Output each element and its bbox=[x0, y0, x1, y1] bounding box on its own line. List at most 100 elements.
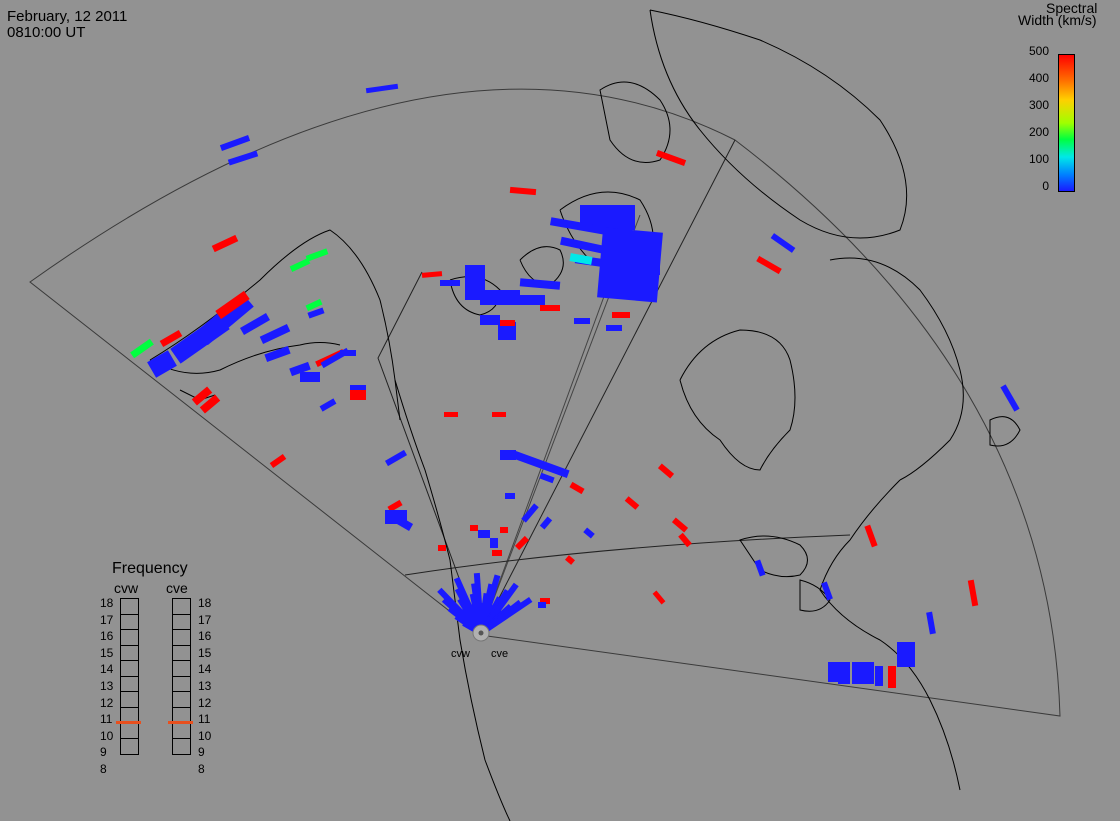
echo-cell bbox=[340, 350, 356, 356]
echo-cell bbox=[240, 313, 270, 335]
frequency-cvw-label: cvw bbox=[114, 580, 139, 596]
echo-cell bbox=[264, 345, 291, 363]
frequency-cve-label: cve bbox=[166, 580, 188, 596]
echo-cell bbox=[756, 255, 782, 275]
frequency-tick-left: 18 bbox=[100, 596, 114, 610]
echo-cell bbox=[514, 535, 530, 551]
echo-cell bbox=[470, 525, 478, 531]
echo-cell bbox=[147, 350, 177, 378]
echo-cell bbox=[838, 662, 850, 684]
legend-units: Width (km/s) bbox=[1018, 12, 1097, 28]
echo-cell bbox=[259, 324, 291, 344]
echo-cell bbox=[387, 499, 403, 513]
frequency-tick-right: 18 bbox=[198, 596, 212, 610]
echo-cell bbox=[652, 590, 666, 605]
frequency-tick-left: 8 bbox=[100, 762, 107, 776]
near-range-echo bbox=[479, 596, 533, 636]
frequency-tick-right: 11 bbox=[198, 712, 211, 727]
echo-cell bbox=[490, 538, 498, 548]
echo-cell bbox=[478, 530, 490, 538]
echo-cell bbox=[565, 555, 575, 565]
echo-cell bbox=[538, 602, 546, 608]
echo-cell bbox=[289, 361, 311, 377]
echo-cell bbox=[875, 666, 883, 686]
frequency-tick-right: 17 bbox=[198, 612, 212, 627]
colorbar-tick-0: 0 bbox=[1042, 179, 1049, 193]
time-label: 0810:00 UT bbox=[7, 24, 86, 41]
echo-cell bbox=[215, 290, 250, 320]
frequency-tick-right: 13 bbox=[198, 679, 212, 693]
echo-cell bbox=[130, 338, 154, 359]
frequency-tick-left: 17 bbox=[100, 612, 114, 627]
echo-cell bbox=[500, 450, 516, 460]
echo-cell bbox=[628, 290, 644, 298]
frequency-tick-right: 12 bbox=[198, 695, 212, 710]
echo-cell bbox=[574, 318, 590, 324]
frequency-tick-left: 11 bbox=[100, 712, 113, 727]
echo-cell bbox=[606, 325, 622, 331]
echo-cell bbox=[500, 295, 545, 305]
echo-cell bbox=[492, 550, 502, 556]
echo-cell bbox=[305, 248, 329, 262]
echo-cell bbox=[492, 412, 506, 417]
echo-cell bbox=[539, 516, 553, 530]
echo-cell bbox=[864, 524, 878, 548]
fov-lat-line bbox=[404, 534, 851, 576]
frequency-tick-left: 12 bbox=[100, 695, 114, 710]
colorbar-tick-400: 400 bbox=[1028, 71, 1049, 85]
echo-cell bbox=[199, 394, 221, 414]
echo-cell bbox=[211, 234, 239, 253]
colorbar-tick-100: 100 bbox=[1028, 152, 1049, 166]
echo-cell bbox=[569, 481, 585, 495]
echo-cell bbox=[365, 83, 399, 94]
radar-label-cvw: cvw bbox=[451, 648, 470, 660]
echo-cell bbox=[519, 278, 561, 290]
echo-cell bbox=[539, 472, 555, 484]
echo-cell bbox=[770, 233, 796, 253]
echo-cell bbox=[438, 545, 446, 551]
echo-cell bbox=[624, 496, 640, 510]
radar-label-cve: cve bbox=[491, 648, 509, 660]
echo-cell bbox=[498, 322, 516, 340]
colorbar-tick-200: 200 bbox=[1028, 125, 1049, 139]
echo-cell bbox=[678, 532, 692, 548]
frequency-tick-right: 8 bbox=[198, 762, 205, 776]
frequency-marker-cvw bbox=[116, 720, 141, 724]
echo-cell bbox=[967, 579, 979, 607]
frequency-tick-left: 9 bbox=[100, 745, 107, 760]
echo-cell bbox=[569, 253, 593, 265]
echo-cell bbox=[540, 305, 560, 311]
echo-cell bbox=[159, 329, 183, 348]
echo-cell bbox=[509, 186, 537, 196]
colorbar-tick-300: 300 bbox=[1028, 98, 1049, 112]
frequency-tick-left: 15 bbox=[100, 645, 114, 660]
colorbar-tick-500: 500 bbox=[1028, 44, 1049, 58]
echo-cell bbox=[219, 135, 251, 151]
fov-inner-east bbox=[479, 139, 736, 636]
echo-cell bbox=[821, 581, 833, 601]
echo-cell bbox=[630, 245, 660, 275]
echo-cell bbox=[852, 662, 874, 684]
frequency-tick-left: 14 bbox=[100, 662, 114, 677]
frequency-scale-cvw bbox=[120, 598, 139, 755]
echo-cell bbox=[384, 449, 408, 467]
echo-cell bbox=[655, 150, 687, 166]
frequency-tick-left: 10 bbox=[100, 728, 114, 743]
frequency-tick-right: 14 bbox=[198, 662, 212, 677]
echo-cell bbox=[300, 372, 320, 382]
frequency-tick-right: 10 bbox=[198, 728, 212, 743]
echo-cell bbox=[888, 666, 896, 688]
frequency-tick-left: 16 bbox=[100, 629, 114, 644]
frequency-tick-right: 9 bbox=[198, 745, 205, 760]
echo-cell bbox=[612, 312, 630, 318]
coastlines bbox=[149, 9, 1021, 821]
echo-cell bbox=[289, 258, 311, 272]
echo-cell bbox=[421, 271, 443, 278]
echo-cell bbox=[500, 320, 515, 326]
echo-cell bbox=[583, 527, 595, 539]
echo-cell bbox=[926, 611, 936, 635]
echo-cell bbox=[440, 280, 460, 286]
frequency-title: Frequency bbox=[112, 560, 188, 577]
